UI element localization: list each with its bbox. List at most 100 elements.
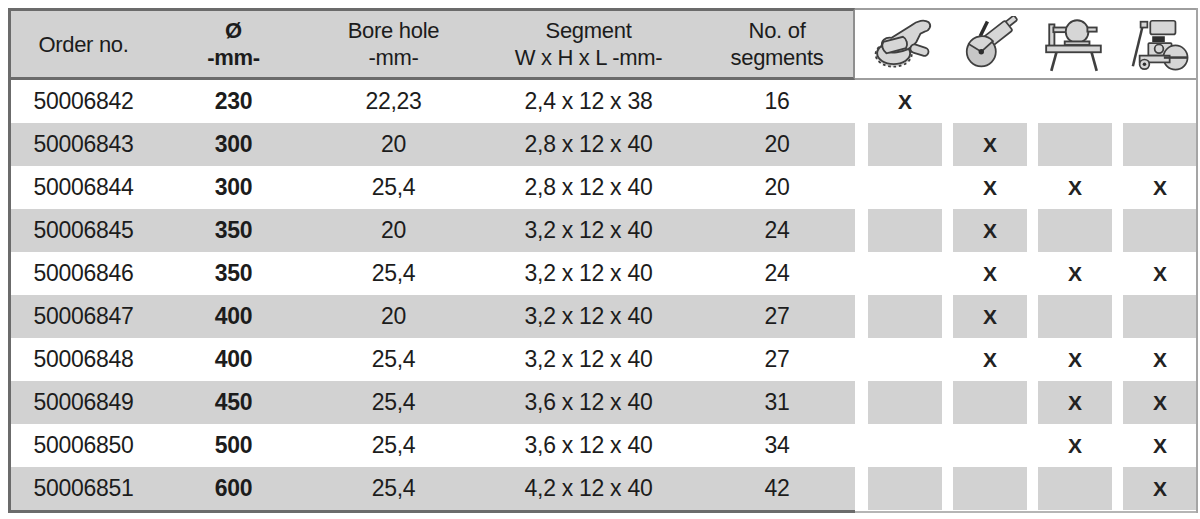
bore-hole-cell: 25,4 (311, 424, 476, 467)
diameter-cell: 400 (156, 295, 311, 338)
tool-applicability-cell (868, 252, 942, 295)
angle-grinder-icon (868, 11, 942, 77)
segment-size-cell: 3,2 x 12 x 40 (476, 209, 701, 252)
header-segment-count-line2: segments (731, 44, 824, 71)
bore-hole-cell: 25,4 (311, 338, 476, 381)
table-row: 50006844 300 25,4 2,8 x 12 x 40 20 X X X (8, 166, 1198, 209)
order-no-cell: 50006848 (11, 338, 156, 381)
order-no-cell: 50006845 (11, 209, 156, 252)
header-order-no-label: Order no. (38, 31, 128, 58)
tool-applicability-cell: X (953, 166, 1027, 209)
header-order-no: Order no. (11, 11, 156, 77)
segment-count-cell: 42 (701, 467, 853, 510)
tool-applicability-cell: X (1123, 424, 1197, 467)
floor-saw-icon (1122, 11, 1196, 77)
tool-applicability-cell: X (1123, 252, 1197, 295)
diameter-cell: 600 (156, 467, 311, 510)
header-diameter: Ø -mm- (156, 11, 311, 77)
tool-applicability-cell (1038, 295, 1112, 338)
segment-size-cell: 3,6 x 12 x 40 (476, 424, 701, 467)
diameter-cell: 300 (156, 123, 311, 166)
tool-applicability-cell (868, 424, 942, 467)
tool-applicability-cell (953, 381, 1027, 424)
segment-size-cell: 3,2 x 12 x 40 (476, 295, 701, 338)
tool-applicability-cell: X (1123, 166, 1197, 209)
diameter-cell: 350 (156, 209, 311, 252)
segment-count-cell: 16 (701, 80, 853, 123)
bore-hole-cell: 20 (311, 123, 476, 166)
order-no-cell: 50006844 (11, 166, 156, 209)
table-row: 50006845 350 20 3,2 x 12 x 40 24 X (8, 209, 1198, 252)
tool-applicability-cell (1038, 467, 1112, 510)
tool-applicability-cell (868, 338, 942, 381)
bore-hole-cell: 25,4 (311, 166, 476, 209)
table-row: 50006842 230 22,23 2,4 x 12 x 38 16 X (8, 80, 1198, 123)
tool-applicability-cell (868, 209, 942, 252)
segment-count-cell: 20 (701, 123, 853, 166)
tool-applicability-cell: X (1038, 252, 1112, 295)
header-segment-label: Segment (546, 17, 632, 44)
product-table: Order no. Ø -mm- Bore hole -mm- Segment … (8, 8, 1198, 513)
tool-applicability-cell (868, 295, 942, 338)
tool-applicability-cell (868, 123, 942, 166)
segment-count-cell: 24 (701, 252, 853, 295)
tool-applicability-cell: X (1123, 338, 1197, 381)
tool-applicability-cell (1038, 123, 1112, 166)
segment-count-cell: 27 (701, 295, 853, 338)
header-diameter-symbol: Ø (225, 17, 242, 44)
tool-applicability-cell (1123, 123, 1197, 166)
tool-applicability-cell: X (1038, 166, 1112, 209)
tool-applicability-cell: X (1038, 338, 1112, 381)
order-no-cell: 50006846 (11, 252, 156, 295)
segment-count-cell: 34 (701, 424, 853, 467)
table-row: 50006848 400 25,4 3,2 x 12 x 40 27 X X X (8, 338, 1198, 381)
diameter-cell: 500 (156, 424, 311, 467)
header-diameter-unit: -mm- (207, 44, 260, 71)
tool-applicability-cell (868, 166, 942, 209)
table-header-main: Order no. Ø -mm- Bore hole -mm- Segment … (8, 8, 855, 80)
tool-applicability-cell: X (1123, 467, 1197, 510)
tool-applicability-cell: X (953, 252, 1027, 295)
diameter-cell: 450 (156, 381, 311, 424)
table-bottom-border-light (855, 511, 1198, 513)
segment-size-cell: 2,4 x 12 x 38 (476, 80, 701, 123)
tool-applicability-cell (1123, 209, 1197, 252)
segment-count-cell: 27 (701, 338, 853, 381)
diameter-cell: 350 (156, 252, 311, 295)
table-row: 50006843 300 20 2,8 x 12 x 40 20 X (8, 123, 1198, 166)
order-no-cell: 50006851 (11, 467, 156, 510)
header-bore-hole-unit: -mm- (368, 44, 418, 71)
tool-applicability-cell (953, 467, 1027, 510)
order-no-cell: 50006843 (11, 123, 156, 166)
segment-count-cell: 20 (701, 166, 853, 209)
table-right-border (1196, 8, 1198, 513)
tool-applicability-cell: X (1038, 381, 1112, 424)
tool-applicability-cell (1123, 80, 1197, 123)
tool-applicability-cell: X (953, 123, 1027, 166)
tool-applicability-cell (1038, 80, 1112, 123)
diameter-cell: 230 (156, 80, 311, 123)
table-header: Order no. Ø -mm- Bore hole -mm- Segment … (8, 8, 1198, 80)
header-bore-hole: Bore hole -mm- (311, 11, 476, 77)
segment-size-cell: 3,2 x 12 x 40 (476, 338, 701, 381)
table-row: 50006847 400 20 3,2 x 12 x 40 27 X (8, 295, 1198, 338)
header-bore-hole-label: Bore hole (348, 17, 439, 44)
table-header-tools (855, 8, 1198, 80)
diameter-cell: 400 (156, 338, 311, 381)
segment-size-cell: 3,2 x 12 x 40 (476, 252, 701, 295)
bore-hole-cell: 20 (311, 209, 476, 252)
order-no-cell: 50006849 (11, 381, 156, 424)
tool-applicability-cell: X (1123, 381, 1197, 424)
header-segment: Segment W x H x L -mm- (476, 11, 701, 77)
bore-hole-cell: 25,4 (311, 467, 476, 510)
bore-hole-cell: 22,23 (311, 80, 476, 123)
segment-size-cell: 2,8 x 12 x 40 (476, 166, 701, 209)
table-bottom-border (8, 510, 855, 513)
order-no-cell: 50006847 (11, 295, 156, 338)
order-no-cell: 50006850 (11, 424, 156, 467)
tool-applicability-cell (953, 80, 1027, 123)
bore-hole-cell: 25,4 (311, 252, 476, 295)
tool-applicability-cell (1038, 209, 1112, 252)
tool-applicability-cell: X (1038, 424, 1112, 467)
tool-applicability-cell (868, 467, 942, 510)
